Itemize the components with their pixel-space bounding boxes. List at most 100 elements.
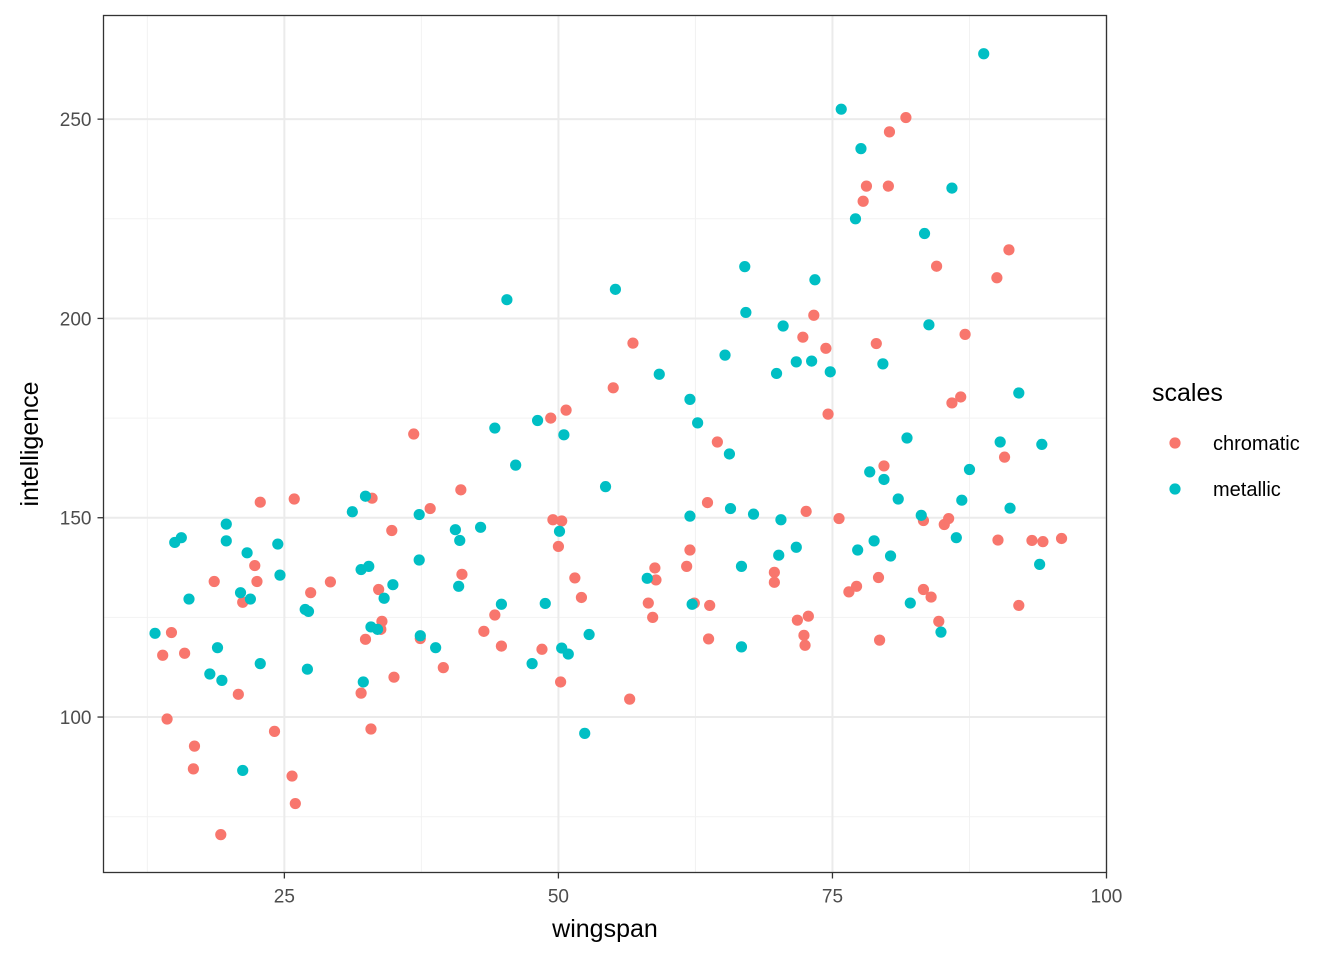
point-chromatic — [188, 740, 201, 752]
point-chromatic — [607, 382, 619, 394]
point-chromatic — [547, 514, 559, 526]
point-chromatic — [489, 609, 501, 621]
point-metallic — [684, 510, 696, 522]
point-metallic — [892, 493, 904, 505]
point-metallic — [274, 569, 286, 581]
point-chromatic — [249, 559, 261, 572]
point-metallic — [495, 598, 508, 610]
point-chromatic — [642, 597, 654, 609]
point-metallic — [747, 508, 760, 520]
point-metallic — [413, 554, 425, 566]
point-metallic — [489, 422, 501, 434]
point-chromatic — [684, 544, 696, 556]
point-chromatic — [802, 610, 814, 622]
point-metallic — [211, 642, 224, 654]
point-chromatic — [702, 633, 715, 645]
point-metallic — [684, 393, 696, 405]
point-metallic — [272, 538, 284, 550]
point-metallic — [641, 572, 653, 584]
point-chromatic — [900, 111, 912, 124]
point-chromatic — [943, 512, 955, 525]
point-metallic — [204, 668, 216, 680]
x-tick-label: 75 — [822, 887, 843, 908]
point-chromatic — [455, 484, 467, 496]
point-metallic — [777, 320, 789, 332]
point-metallic — [946, 182, 958, 194]
point-chromatic — [495, 640, 508, 652]
point-chromatic — [878, 460, 890, 472]
point-chromatic — [833, 512, 845, 525]
grid-minor — [103, 15, 1107, 873]
point-metallic — [739, 261, 751, 273]
point-chromatic — [768, 566, 780, 578]
point-chromatic — [992, 534, 1004, 546]
point-chromatic — [552, 540, 565, 553]
point-chromatic — [355, 687, 367, 699]
point-chromatic — [791, 614, 803, 626]
point-metallic — [918, 227, 931, 240]
point-metallic — [1034, 558, 1046, 570]
point-metallic — [901, 432, 913, 444]
point-chromatic — [800, 505, 812, 517]
point-chromatic — [251, 575, 263, 588]
point-metallic — [864, 466, 876, 478]
point-chromatic — [157, 649, 169, 661]
point-chromatic — [386, 524, 398, 537]
x-tick-label: 25 — [274, 887, 295, 908]
point-chromatic — [569, 572, 581, 584]
point-chromatic — [870, 337, 882, 350]
point-metallic — [915, 509, 927, 521]
point-metallic — [904, 597, 916, 609]
point-metallic — [692, 417, 704, 429]
point-metallic — [599, 481, 612, 493]
point-chromatic — [268, 725, 281, 737]
point-metallic — [453, 580, 465, 592]
point-metallic — [740, 306, 752, 319]
point-metallic — [244, 593, 256, 605]
point-metallic — [835, 103, 847, 115]
point-chromatic — [925, 591, 937, 603]
point-chromatic — [1013, 599, 1025, 612]
point-chromatic — [254, 496, 266, 508]
point-chromatic — [704, 599, 716, 612]
point-chromatic — [1037, 536, 1049, 548]
point-metallic — [346, 506, 358, 518]
point-metallic — [735, 641, 748, 653]
legend-key-metallic — [1169, 483, 1181, 495]
point-chromatic — [456, 568, 468, 580]
data-points — [149, 48, 1068, 841]
point-chromatic — [860, 180, 873, 192]
point-metallic — [868, 535, 880, 547]
point-chromatic — [917, 583, 930, 596]
point-chromatic — [991, 272, 1003, 284]
point-chromatic — [647, 611, 659, 623]
point-metallic — [414, 630, 426, 642]
point-metallic — [531, 414, 544, 427]
point-metallic — [216, 674, 228, 686]
point-chromatic — [1055, 532, 1068, 545]
point-chromatic — [359, 633, 372, 645]
point-metallic — [609, 283, 622, 295]
point-chromatic — [711, 436, 723, 448]
point-metallic — [539, 597, 551, 610]
point-metallic — [558, 429, 570, 441]
point-chromatic — [556, 515, 568, 527]
point-chromatic — [933, 615, 945, 627]
legend-label-metallic: metallic — [1213, 479, 1281, 501]
point-chromatic — [798, 629, 810, 641]
point-metallic — [956, 494, 968, 506]
point-chromatic — [373, 583, 385, 596]
point-chromatic — [946, 397, 958, 409]
point-chromatic — [873, 634, 886, 646]
point-metallic — [241, 547, 253, 559]
x-tick-label: 100 — [1091, 887, 1123, 908]
y-tick-label: 100 — [60, 708, 92, 729]
point-metallic — [775, 514, 787, 526]
point-metallic — [583, 628, 595, 641]
point-metallic — [149, 627, 161, 639]
point-metallic — [413, 508, 425, 521]
point-chromatic — [627, 337, 639, 349]
point-metallic — [855, 143, 867, 155]
point-metallic — [884, 550, 897, 562]
point-metallic — [1036, 438, 1048, 450]
